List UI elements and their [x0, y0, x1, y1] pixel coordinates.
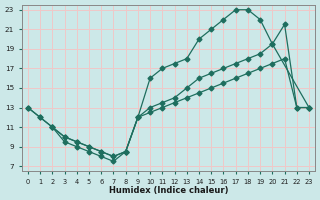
X-axis label: Humidex (Indice chaleur): Humidex (Indice chaleur)	[109, 186, 228, 195]
